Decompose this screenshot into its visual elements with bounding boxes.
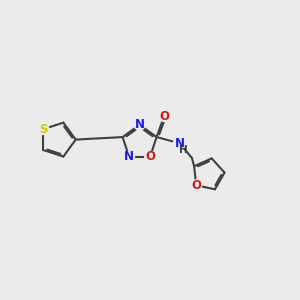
Text: S: S — [39, 123, 48, 136]
Circle shape — [191, 180, 202, 190]
Circle shape — [159, 111, 170, 122]
Text: N: N — [124, 151, 134, 164]
Text: O: O — [159, 110, 169, 123]
Circle shape — [145, 152, 155, 162]
Text: O: O — [191, 179, 201, 192]
Text: H: H — [179, 145, 188, 155]
Circle shape — [124, 152, 134, 162]
Text: N: N — [175, 137, 184, 150]
Text: O: O — [145, 151, 155, 164]
Text: N: N — [135, 118, 145, 131]
Circle shape — [174, 137, 185, 149]
Circle shape — [38, 124, 49, 134]
Circle shape — [134, 119, 145, 130]
